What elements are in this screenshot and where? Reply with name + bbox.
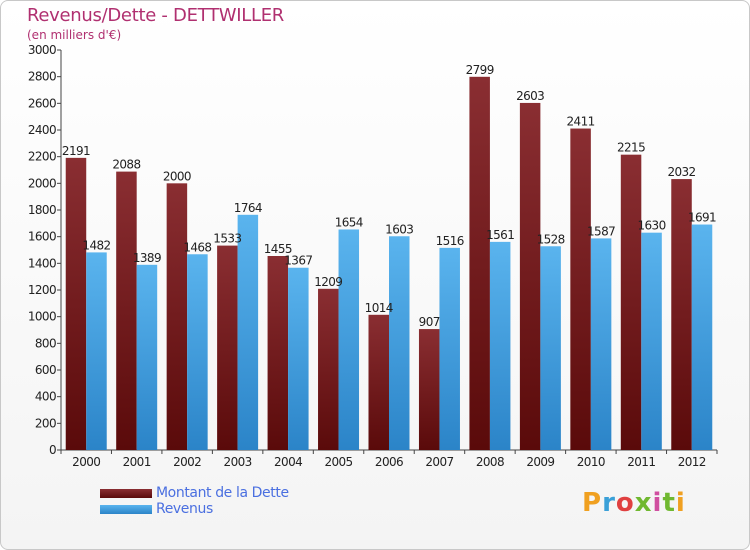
y-tick-label: 400 <box>35 390 56 404</box>
data-label-dette-2004: 1455 <box>264 242 292 256</box>
logo-letter: P <box>582 488 603 518</box>
logo-letter: i <box>675 488 686 518</box>
x-tick-label: 2009 <box>526 455 554 469</box>
data-label-dette-2002: 2000 <box>163 169 191 183</box>
bar-layer <box>65 76 713 451</box>
x-tick-label: 2002 <box>173 455 201 469</box>
bar-revenus-2006 <box>389 236 410 450</box>
bar-revenus-2011 <box>641 232 662 450</box>
bar-revenus-2007 <box>439 247 460 450</box>
axis-layer: 0 200 400 600 800 1000 1200 1400 1600 1800 2000 220… <box>28 43 718 469</box>
bar-dette-2002 <box>166 183 188 451</box>
bar-revenus-2000 <box>86 252 107 450</box>
y-tick-label: 800 <box>35 336 56 350</box>
bar-revenus-2003 <box>237 214 259 450</box>
data-label-revenus-2010: 1587 <box>587 224 615 238</box>
y-tick-label: 2200 <box>28 150 56 164</box>
bar-revenus-2012 <box>691 224 713 450</box>
bar-dette-2006 <box>368 314 389 450</box>
data-label-revenus-2004: 1367 <box>284 254 312 268</box>
data-label-dette-2011: 2215 <box>617 141 645 155</box>
bar-revenus-2009 <box>540 246 561 450</box>
data-label-revenus-2007: 1516 <box>436 234 464 248</box>
data-label-revenus-2011: 1630 <box>637 219 665 233</box>
y-tick-label: 2400 <box>28 123 56 137</box>
y-tick-label: 2800 <box>28 70 56 84</box>
bar-dette-2012 <box>671 179 692 451</box>
bar-dette-2011 <box>620 154 642 450</box>
bar-revenus-2005 <box>338 229 360 450</box>
data-label-dette-2003: 1533 <box>213 232 241 246</box>
bar-dette-2007 <box>418 329 440 450</box>
data-label-revenus-2002: 1468 <box>183 240 211 254</box>
data-label-dette-2010: 2411 <box>567 115 595 129</box>
x-tick-label: 2001 <box>123 455 151 469</box>
chart-subtitle: (en milliers d'€) <box>27 28 122 42</box>
y-tick-label: 1400 <box>28 256 56 270</box>
data-label-revenus-2009: 1528 <box>537 232 565 246</box>
y-tick-label: 0 <box>49 443 56 457</box>
bar-revenus-2010 <box>590 238 612 450</box>
bar-dette-2001 <box>116 171 137 450</box>
data-label-revenus-2005: 1654 <box>335 215 363 229</box>
data-label-dette-2007: 907 <box>419 315 440 329</box>
logo-letter: t <box>662 488 676 518</box>
y-tick-label: 1200 <box>28 283 56 297</box>
bar-dette-2008 <box>469 76 490 451</box>
data-label-dette-2008: 2799 <box>466 63 494 77</box>
bar-dette-2000 <box>65 157 87 450</box>
legend-label-dette: Montant de la Dette <box>156 485 289 501</box>
data-label-dette-2009: 2603 <box>516 89 544 103</box>
y-tick-label: 2600 <box>28 96 56 110</box>
bar-revenus-2001 <box>136 264 158 450</box>
data-label-dette-2012: 2032 <box>667 165 695 179</box>
bar-revenus-2008 <box>489 241 511 450</box>
y-tick-label: 3000 <box>28 43 56 57</box>
x-tick-label: 2011 <box>627 455 655 469</box>
x-tick-label: 2010 <box>577 455 605 469</box>
x-tick-label: 2006 <box>375 455 403 469</box>
bar-dette-2004 <box>267 256 289 450</box>
bar-dette-2009 <box>519 102 541 450</box>
bar-revenus-2002 <box>187 254 208 450</box>
x-tick-label: 2005 <box>324 455 352 469</box>
logo-letter: r <box>602 488 616 518</box>
legend-swatch-dette <box>100 489 152 498</box>
x-tick-label: 2008 <box>476 455 504 469</box>
data-label-revenus-2008: 1561 <box>486 228 514 242</box>
x-tick-label: 2003 <box>224 455 252 469</box>
data-label-dette-2006: 1014 <box>365 301 393 315</box>
data-label-revenus-2012: 1691 <box>688 211 716 225</box>
x-tick-label: 2012 <box>678 455 706 469</box>
logo-letter: i <box>652 488 663 518</box>
data-label-revenus-2003: 1764 <box>234 201 262 215</box>
bar-revenus-2004 <box>288 267 309 450</box>
y-tick-label: 1800 <box>28 203 56 217</box>
legend-swatch-revenus <box>100 505 152 514</box>
data-label-revenus-2006: 1603 <box>385 222 413 236</box>
y-tick-label: 1600 <box>28 230 56 244</box>
logo-letter: o <box>615 488 635 518</box>
bar-dette-2005 <box>318 288 339 450</box>
bar-dette-2010 <box>570 128 591 451</box>
x-tick-label: 2004 <box>274 455 302 469</box>
bar-dette-2003 <box>217 245 238 450</box>
data-label-revenus-2000: 1482 <box>82 238 110 252</box>
data-label-revenus-2001: 1389 <box>133 251 161 265</box>
legend-label-revenus: Revenus <box>156 501 213 517</box>
proxiti-logo: Proxiti <box>582 488 686 518</box>
x-tick-label: 2007 <box>425 455 453 469</box>
y-tick-label: 2000 <box>28 176 56 190</box>
y-tick-label: 200 <box>35 416 56 430</box>
y-tick-label: 1000 <box>28 310 56 324</box>
x-tick-label: 2000 <box>72 455 100 469</box>
chart-title: Revenus/Dette - DETTWILLER <box>27 5 284 26</box>
y-tick-label: 600 <box>35 363 56 377</box>
data-label-dette-2005: 1209 <box>314 275 342 289</box>
data-label-dette-2000: 2191 <box>62 144 90 158</box>
data-label-dette-2001: 2088 <box>112 158 140 172</box>
logo-letter: x <box>634 488 653 518</box>
